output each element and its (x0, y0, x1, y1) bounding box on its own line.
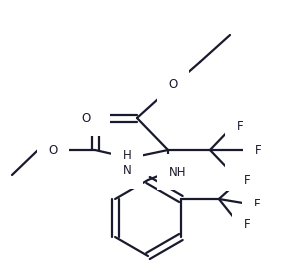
Text: O: O (48, 143, 58, 157)
Text: F: F (244, 174, 250, 187)
Text: F: F (255, 143, 261, 157)
Text: O: O (168, 78, 178, 92)
Text: F: F (244, 218, 250, 230)
Text: F: F (237, 121, 243, 133)
Text: O: O (82, 112, 91, 124)
Text: H
N: H N (123, 149, 131, 177)
Text: F: F (237, 167, 243, 179)
Text: O: O (89, 112, 98, 124)
Text: F: F (254, 198, 260, 210)
Text: NH: NH (169, 165, 187, 179)
